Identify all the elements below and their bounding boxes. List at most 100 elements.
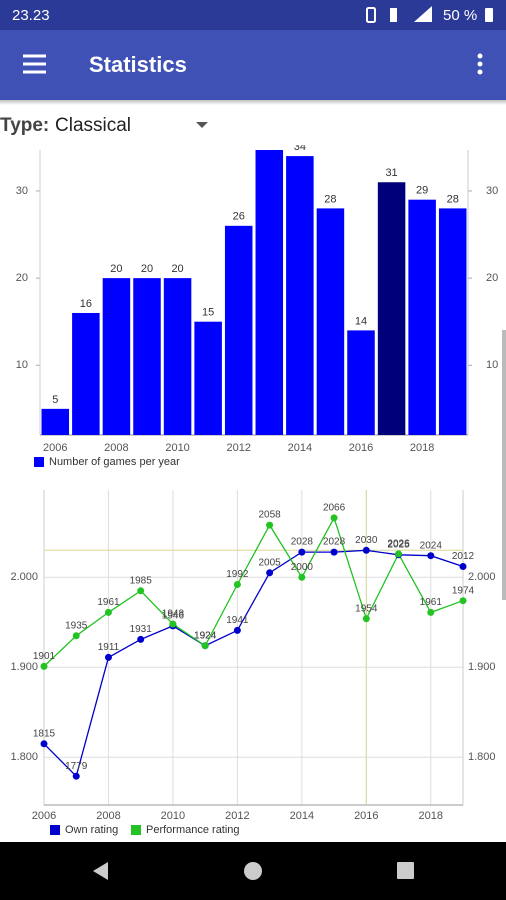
point (298, 548, 306, 556)
value-label: 26 (233, 211, 245, 223)
point (72, 772, 80, 780)
value-label: 28 (324, 193, 336, 205)
value-label: 1954 (355, 603, 378, 614)
x-tick-label: 2010 (161, 810, 185, 822)
point (395, 550, 403, 558)
legend-label: Number of games per year (49, 456, 180, 468)
y-tick-label: 20 (16, 272, 28, 284)
y2-tick-label: 1.900 (468, 661, 496, 673)
value-label: 1911 (98, 642, 120, 653)
value-label: 16 (80, 298, 92, 310)
value-label: 14 (355, 315, 367, 327)
y-tick-label: 2.000 (10, 571, 38, 583)
value-label: 31 (385, 167, 397, 179)
battery-text: 50 % (443, 7, 477, 24)
bar (194, 321, 222, 435)
value-label: 2030 (355, 535, 378, 546)
menu-button[interactable] (23, 54, 46, 74)
bar-labels: 5 16 20 20 20 15 26 35 34 28 14 31 29 28 (52, 132, 459, 406)
value-label: 1948 (162, 609, 185, 620)
bar (163, 278, 192, 435)
value-label: 1941 (226, 615, 249, 626)
value-label: 1931 (130, 624, 153, 635)
y-tick-label: 1.900 (10, 661, 38, 673)
dropdown-arrow[interactable] (196, 122, 208, 128)
point (104, 608, 112, 616)
status-bar (0, 0, 506, 30)
point (330, 548, 338, 556)
legend-label: Own rating (65, 824, 118, 836)
y-tick-label: 10 (16, 359, 28, 371)
point (427, 608, 435, 616)
signal-icon (414, 6, 432, 22)
x-tick-label: 2016 (354, 810, 378, 822)
value-label: 35 (263, 132, 275, 144)
value-label: 2066 (323, 503, 346, 514)
x-tick-label: 2008 (104, 442, 128, 454)
value-label: 1974 (452, 585, 475, 596)
y2-tick-label: 2.000 (468, 571, 496, 583)
value-label: 1985 (130, 575, 153, 586)
value-label: 15 (202, 307, 214, 319)
value-label: 1901 (33, 651, 56, 662)
bar (316, 208, 345, 435)
legend-label: Performance rating (146, 824, 240, 836)
status-time: 23.23 (12, 7, 50, 24)
point (427, 552, 435, 560)
value-label: 20 (141, 263, 153, 275)
phone-icon (366, 7, 376, 23)
y2-tick-label: 10 (486, 359, 498, 371)
bar (438, 208, 467, 435)
value-label: 1815 (33, 728, 56, 739)
y2-tick-label: 20 (486, 272, 498, 284)
x-tick-label: 2006 (32, 810, 56, 822)
y2-tick-label: 30 (486, 185, 498, 197)
series-line (43, 549, 464, 778)
point (72, 632, 80, 640)
nav-recents[interactable] (397, 862, 414, 879)
filter-value[interactable]: Classical (55, 115, 131, 136)
value-label: 2025 (387, 539, 410, 550)
point (137, 635, 145, 643)
value-label: 2026 (387, 539, 410, 550)
point (266, 569, 274, 577)
y-tick-label: 1.800 (10, 751, 38, 763)
app-title: Statistics (89, 52, 187, 77)
value-label: 1779 (65, 761, 88, 772)
point (40, 662, 48, 670)
scrollbar (502, 330, 506, 600)
x-tick-label: 2018 (410, 442, 434, 454)
point (459, 597, 467, 605)
point (330, 514, 338, 522)
point (40, 740, 48, 748)
filter-label: Type: (0, 115, 49, 136)
bar (133, 278, 161, 435)
bar (377, 182, 406, 435)
nav-home[interactable] (244, 862, 262, 880)
point (266, 521, 274, 529)
x-tick-label: 2012 (225, 810, 249, 822)
legend-swatch (34, 457, 44, 467)
bar (286, 156, 314, 435)
y-tick-label: 30 (16, 185, 28, 197)
value-label: 1924 (194, 630, 217, 641)
overflow-menu[interactable] (477, 53, 483, 75)
value-label: 20 (110, 263, 122, 275)
nav-back[interactable] (93, 862, 108, 880)
point (459, 563, 467, 570)
point (169, 620, 177, 628)
app-bar-shadow (0, 100, 506, 105)
bars (41, 150, 467, 435)
value-label: 2058 (258, 510, 281, 521)
value-label: 29 (416, 185, 428, 197)
value-label: 1961 (420, 597, 443, 608)
value-label: 1961 (97, 597, 120, 608)
x-tick-label: 2006 (43, 442, 67, 454)
point (298, 573, 306, 581)
x-tick-label: 2010 (165, 442, 189, 454)
series-line (43, 516, 464, 667)
value-label: 2005 (258, 557, 281, 568)
x-tick-label: 2014 (290, 810, 314, 822)
